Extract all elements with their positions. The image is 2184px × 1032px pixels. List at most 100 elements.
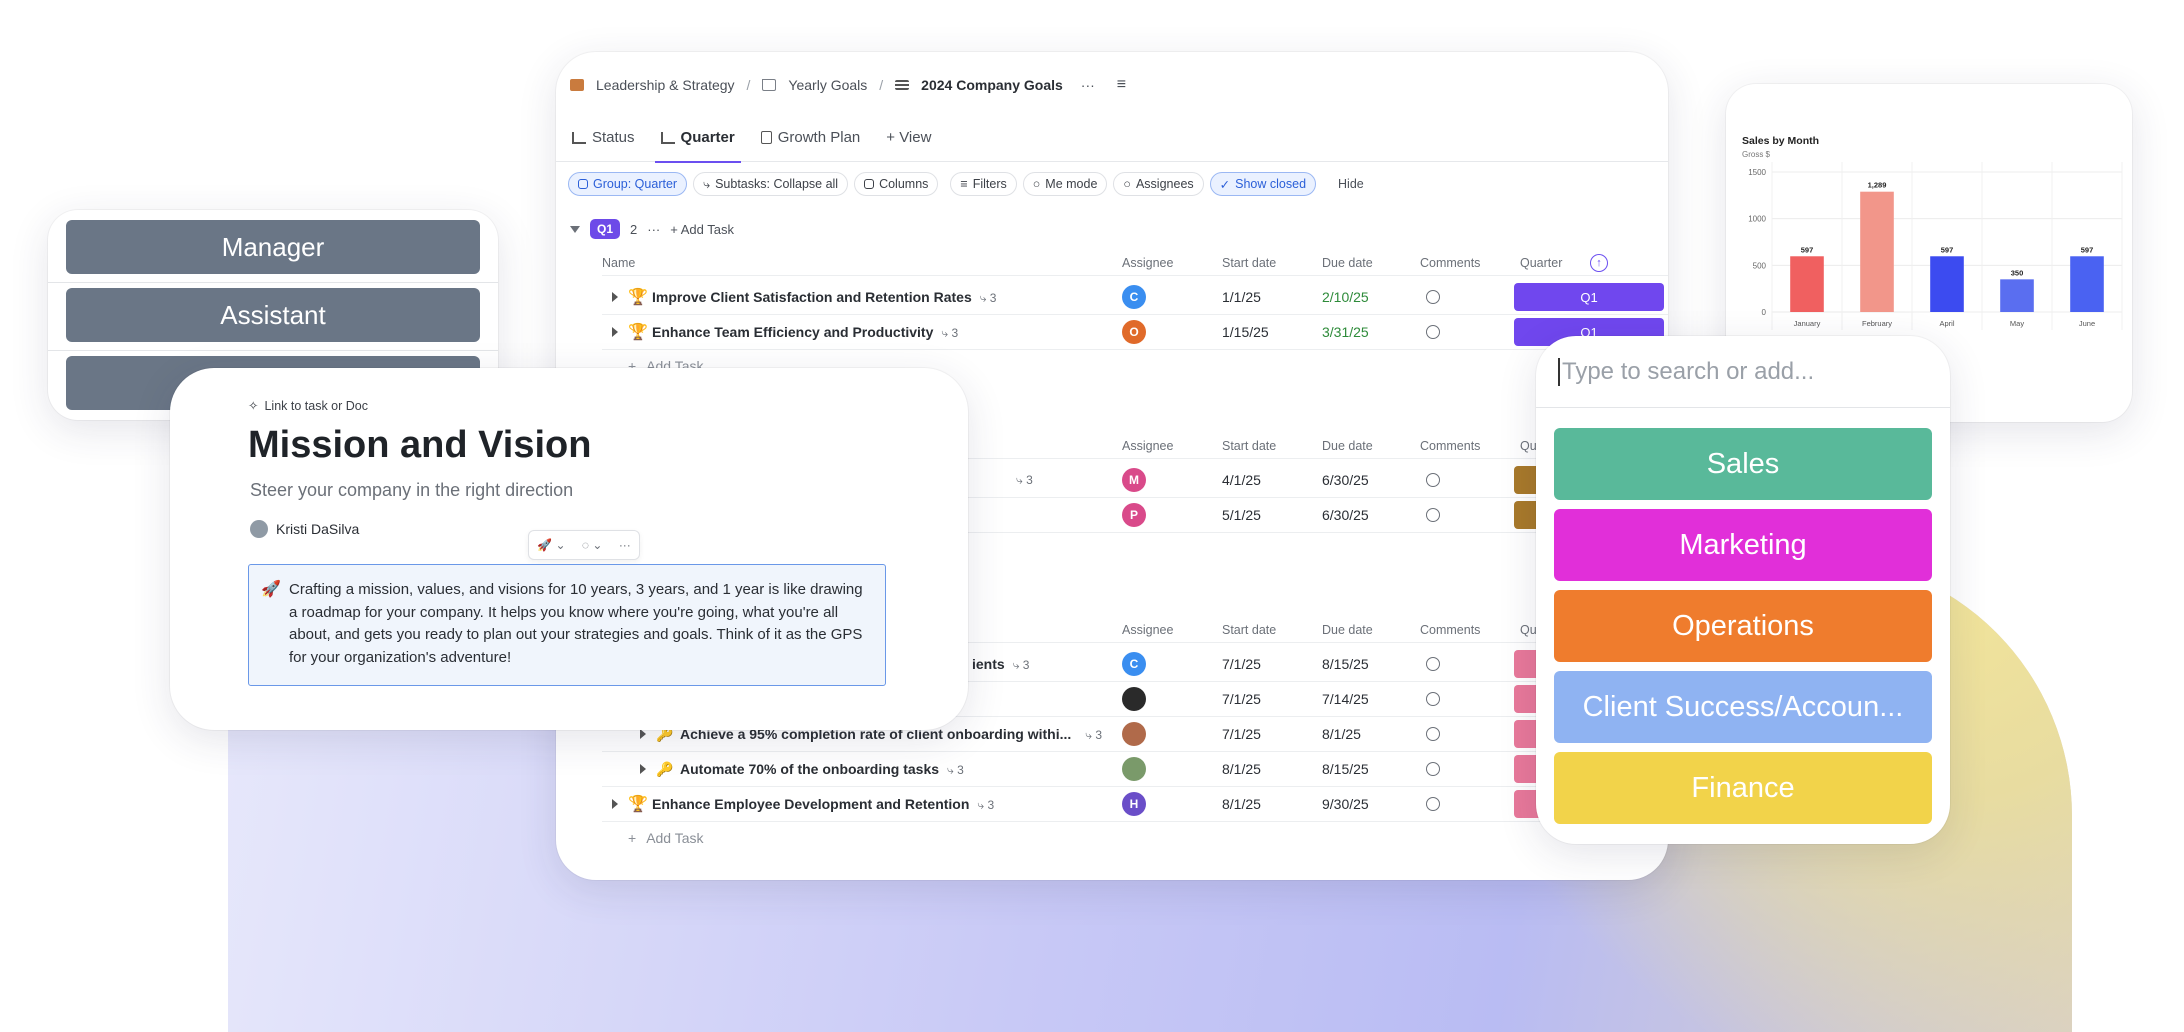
avatar[interactable]: [1122, 687, 1146, 711]
col-due-date[interactable]: Due date: [1322, 622, 1373, 637]
col-quarter[interactable]: Qu: [1520, 438, 1537, 453]
callout-block[interactable]: 🚀 Crafting a mission, values, and vision…: [248, 564, 886, 686]
due-date[interactable]: 8/1/25: [1322, 726, 1361, 742]
expand-icon[interactable]: [612, 327, 618, 337]
avatar[interactable]: O: [1122, 320, 1146, 344]
avatar[interactable]: [250, 520, 268, 538]
comment-icon[interactable]: [1426, 325, 1440, 339]
task-name[interactable]: Enhance Team Efficiency and Productivity…: [652, 324, 958, 341]
due-date[interactable]: 6/30/25: [1322, 472, 1369, 488]
breadcrumb-space[interactable]: Leadership & Strategy: [596, 77, 735, 93]
comment-icon[interactable]: [1426, 797, 1440, 811]
col-comments[interactable]: Comments: [1420, 622, 1481, 637]
task-name[interactable]: Enhance Employee Development and Retenti…: [652, 796, 994, 813]
tab-quarter[interactable]: Quarter: [654, 114, 741, 163]
table-row[interactable]: 🏆 Enhance Employee Development and Reten…: [602, 787, 1668, 822]
task-name[interactable]: Improve Client Satisfaction and Retentio…: [652, 289, 996, 306]
comment-icon[interactable]: [1426, 290, 1440, 304]
breadcrumb-folder[interactable]: Yearly Goals: [788, 77, 868, 93]
col-comments[interactable]: Comments: [1420, 438, 1481, 453]
start-date[interactable]: 7/1/25: [1222, 691, 1261, 707]
breadcrumb-list[interactable]: 2024 Company Goals: [921, 77, 1063, 93]
due-date[interactable]: 2/10/25: [1322, 289, 1369, 305]
sort-ascending-icon[interactable]: ↑: [1590, 254, 1608, 272]
start-date[interactable]: 8/1/25: [1222, 796, 1261, 812]
col-name[interactable]: Name: [602, 255, 636, 270]
due-date[interactable]: 6/30/25: [1322, 507, 1369, 523]
collapse-icon[interactable]: [570, 225, 580, 233]
group-by-chip[interactable]: Group: Quarter: [568, 172, 688, 196]
link-to-task-button[interactable]: ✧ Link to task or Doc: [248, 398, 368, 414]
show-closed-chip[interactable]: ✓ Show closed: [1209, 172, 1317, 196]
start-date[interactable]: 4/1/25: [1222, 472, 1261, 488]
avatar[interactable]: [1122, 757, 1146, 781]
doc-title[interactable]: Mission and Vision: [248, 424, 592, 466]
due-date[interactable]: 8/15/25: [1322, 656, 1369, 672]
expand-icon[interactable]: [640, 764, 646, 774]
col-start-date[interactable]: Start date: [1222, 622, 1277, 637]
comment-icon[interactable]: [1426, 762, 1440, 776]
option-finance[interactable]: Finance: [1554, 752, 1932, 824]
avatar[interactable]: C: [1122, 652, 1146, 676]
more-options-icon[interactable]: ···: [647, 221, 661, 237]
comment-icon[interactable]: [1426, 508, 1440, 522]
avatar[interactable]: P: [1122, 503, 1146, 527]
due-date[interactable]: 3/31/25: [1322, 324, 1369, 340]
menu-icon[interactable]: ≡: [1116, 76, 1127, 93]
col-quarter[interactable]: Quarter: [1520, 255, 1563, 270]
assignees-chip[interactable]: ○ Assignees: [1113, 172, 1204, 196]
due-date[interactable]: 7/14/25: [1322, 691, 1369, 707]
comment-icon[interactable]: [1426, 473, 1440, 487]
avatar[interactable]: M: [1122, 468, 1146, 492]
option-client-success-accoun[interactable]: Client Success/Accoun...: [1554, 671, 1932, 743]
comment-icon[interactable]: [1426, 692, 1440, 706]
option-operations[interactable]: Operations: [1554, 590, 1932, 662]
col-due-date[interactable]: Due date: [1322, 438, 1373, 453]
comment-icon[interactable]: [1426, 727, 1440, 741]
task-name[interactable]: ients ⤷ 3: [972, 656, 1029, 673]
due-date[interactable]: 9/30/25: [1322, 796, 1369, 812]
start-date[interactable]: 7/1/25: [1222, 656, 1261, 672]
rocket-emoji-picker[interactable]: 🚀 ⌄: [537, 538, 566, 552]
col-due-date[interactable]: Due date: [1322, 255, 1373, 270]
me-mode-chip[interactable]: ○ Me mode: [1022, 172, 1108, 196]
expand-icon[interactable]: [612, 799, 618, 809]
filters-chip[interactable]: ≡ Filters: [950, 172, 1017, 196]
start-date[interactable]: 8/1/25: [1222, 761, 1261, 777]
status-picker[interactable]: ◌ ⌄: [581, 538, 603, 552]
table-row[interactable]: 🔑 Automate 70% of the onboarding tasks ⤷ …: [602, 752, 1668, 787]
start-date[interactable]: 7/1/25: [1222, 726, 1261, 742]
col-start-date[interactable]: Start date: [1222, 438, 1277, 453]
col-assignee[interactable]: Assignee: [1122, 255, 1174, 270]
option-marketing[interactable]: Marketing: [1554, 509, 1932, 581]
more-options-icon[interactable]: ···: [1080, 77, 1095, 93]
avatar[interactable]: C: [1122, 285, 1146, 309]
option-sales[interactable]: Sales: [1554, 428, 1932, 500]
task-name[interactable]: Automate 70% of the onboarding tasks ⤷ 3: [680, 761, 964, 778]
add-task-row[interactable]: + Add Task: [628, 830, 704, 846]
add-task-button[interactable]: + Add Task: [670, 221, 734, 237]
expand-icon[interactable]: [640, 729, 646, 739]
add-view-button[interactable]: + View: [886, 114, 931, 162]
tab-status[interactable]: Status: [572, 114, 635, 162]
doc-subtitle[interactable]: Steer your company in the right directio…: [250, 480, 574, 500]
subtasks-chip[interactable]: ⤷ Subtasks: Collapse all: [693, 172, 849, 196]
quarter-pill[interactable]: Q1: [1514, 283, 1664, 311]
hide-button[interactable]: Hide: [1330, 172, 1372, 196]
role-option-assistant[interactable]: Assistant: [66, 288, 480, 342]
due-date[interactable]: 8/15/25: [1322, 761, 1369, 777]
col-assignee[interactable]: Assignee: [1122, 622, 1174, 637]
start-date[interactable]: 1/15/25: [1222, 324, 1269, 340]
col-quarter[interactable]: Qu: [1520, 622, 1537, 637]
tab-growth-plan[interactable]: Growth Plan: [760, 114, 860, 162]
expand-icon[interactable]: [612, 292, 618, 302]
table-row[interactable]: 🏆 Enhance Team Efficiency and Productivi…: [602, 315, 1668, 350]
avatar[interactable]: H: [1122, 792, 1146, 816]
more-options-icon[interactable]: ···: [618, 538, 631, 552]
role-option-manager[interactable]: Manager: [66, 220, 480, 274]
col-assignee[interactable]: Assignee: [1122, 438, 1174, 453]
col-comments[interactable]: Comments: [1420, 255, 1481, 270]
comment-icon[interactable]: [1426, 657, 1440, 671]
col-start-date[interactable]: Start date: [1222, 255, 1277, 270]
avatar[interactable]: [1122, 722, 1146, 746]
